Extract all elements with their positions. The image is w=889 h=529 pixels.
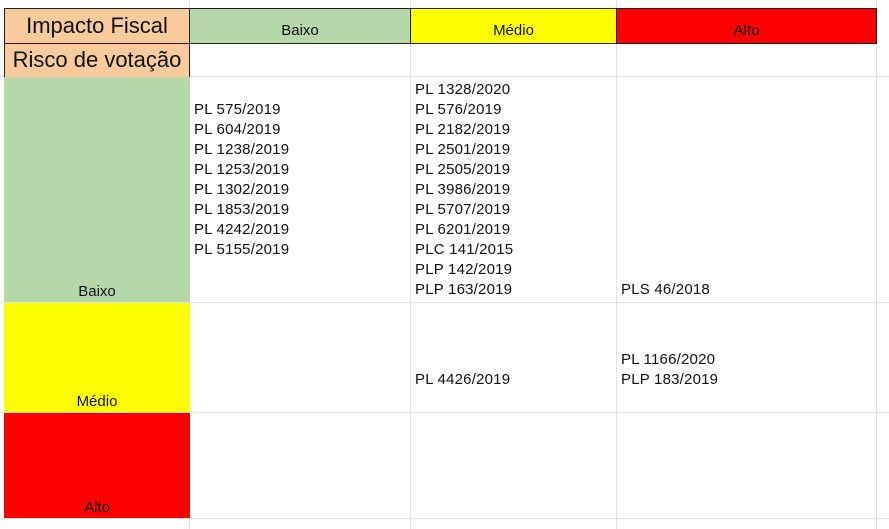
grid-line bbox=[410, 0, 411, 529]
row-header-medio[interactable]: Médio bbox=[4, 303, 190, 412]
bill-item: PLC 141/2015 bbox=[415, 241, 514, 258]
bill-item: PL 1238/2019 bbox=[194, 141, 290, 158]
bill-item: PL 4242/2019 bbox=[194, 221, 290, 238]
cell-alto-medio[interactable] bbox=[410, 413, 616, 518]
bill-item: PL 575/2019 bbox=[194, 101, 281, 118]
bill-item: PL 1166/2020 bbox=[621, 351, 716, 368]
row-header-label: Baixo bbox=[78, 283, 116, 300]
cell-medio-alto[interactable]: PL 1166/2020 PLP 183/2019 bbox=[616, 303, 876, 390]
bill-item: PL 2501/2019 bbox=[415, 141, 511, 158]
bill-item: PL 6201/2019 bbox=[415, 221, 511, 238]
grid-line bbox=[0, 518, 889, 519]
grid-line bbox=[616, 0, 617, 529]
bill-item: PL 5707/2019 bbox=[415, 201, 511, 218]
cell-medio-medio[interactable]: PL 4426/2019 bbox=[410, 303, 616, 390]
cell-alto-baixo[interactable] bbox=[189, 413, 410, 518]
grid-line bbox=[0, 76, 889, 77]
column-header-baixo[interactable]: Baixo bbox=[189, 8, 411, 44]
bill-item: PLP 183/2019 bbox=[621, 371, 719, 388]
bill-item: PL 576/2019 bbox=[415, 101, 502, 118]
bill-item: PL 2182/2019 bbox=[415, 121, 511, 138]
bill-item: PLP 142/2019 bbox=[415, 261, 513, 278]
bill-item: PL 3986/2019 bbox=[415, 181, 511, 198]
bill-item: PLP 163/2019 bbox=[415, 281, 513, 298]
row-header-alto[interactable]: Alto bbox=[4, 413, 190, 518]
row-header-baixo[interactable]: Baixo bbox=[4, 77, 190, 302]
column-header-alto[interactable]: Alto bbox=[616, 8, 877, 44]
bill-item: PL 4426/2019 bbox=[415, 371, 511, 388]
risco-votacao-header[interactable]: Risco de votação bbox=[4, 43, 190, 78]
bill-item: PLS 46/2018 bbox=[621, 281, 710, 298]
bill-item: PL 1253/2019 bbox=[194, 161, 290, 178]
bill-item: PL 2505/2019 bbox=[415, 161, 511, 178]
impacto-fiscal-header[interactable]: Impacto Fiscal bbox=[4, 8, 190, 44]
cell-baixo-alto[interactable]: PLS 46/2018 bbox=[616, 77, 876, 300]
grid-line bbox=[0, 412, 889, 413]
bill-item: PL 5155/2019 bbox=[194, 241, 290, 258]
bill-item: PL 1302/2019 bbox=[194, 181, 290, 198]
bill-item: PL 604/2019 bbox=[194, 121, 281, 138]
bill-item: PL 1853/2019 bbox=[194, 201, 290, 218]
column-header-medio[interactable]: Médio bbox=[410, 8, 617, 44]
cell-alto-alto[interactable] bbox=[616, 413, 876, 518]
row-header-label: Médio bbox=[76, 393, 118, 410]
grid-line bbox=[876, 0, 877, 529]
cell-medio-baixo[interactable] bbox=[189, 303, 410, 392]
bill-item: PL 1328/2020 bbox=[415, 81, 511, 98]
grid-line bbox=[0, 302, 889, 303]
row-header-label: Alto bbox=[84, 499, 110, 516]
cell-baixo-medio[interactable]: PL 1328/2020 PL 576/2019 PL 2182/2019 PL… bbox=[410, 77, 616, 300]
cell-baixo-baixo[interactable]: PL 575/2019 PL 604/2019 PL 1238/2019 PL … bbox=[189, 77, 410, 260]
